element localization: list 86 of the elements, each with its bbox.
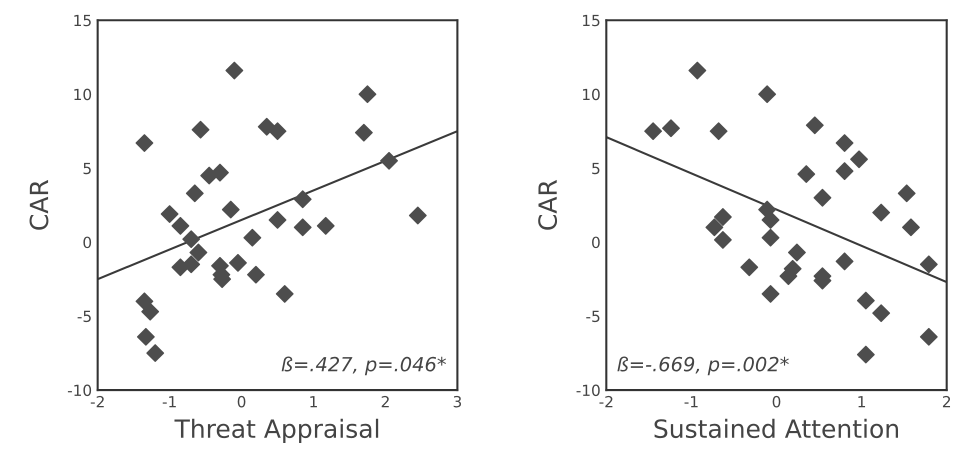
- x-tick-label: -1: [162, 396, 176, 408]
- point: [688, 62, 706, 80]
- x-tick-label: 0: [238, 396, 246, 408]
- point: [920, 328, 938, 346]
- point: [136, 292, 154, 310]
- point: [141, 302, 160, 321]
- point: [268, 122, 286, 140]
- point: [171, 216, 190, 235]
- point: [836, 162, 854, 180]
- point: [136, 134, 154, 152]
- y-tick-label: 10: [582, 88, 600, 100]
- x-axis-title: Threat Appraisal: [174, 418, 378, 443]
- y-tick-label: -10: [68, 384, 92, 396]
- point: [408, 206, 427, 224]
- point: [850, 150, 868, 168]
- y-tick-label: 15: [74, 14, 91, 26]
- point: [758, 85, 776, 104]
- point: [856, 346, 875, 364]
- point: [740, 258, 758, 276]
- point: [714, 208, 732, 226]
- point: [797, 165, 816, 184]
- point: [814, 188, 832, 207]
- x-tick-label: -1: [684, 396, 698, 408]
- point: [160, 205, 179, 223]
- point: [243, 228, 262, 247]
- point: [762, 285, 780, 303]
- x-tick-label: -2: [90, 396, 104, 408]
- x-tick-label: 1: [310, 396, 317, 408]
- y-tick-label: 15: [582, 14, 600, 26]
- point: [354, 124, 373, 142]
- x-tick-label: 1: [858, 396, 866, 408]
- x-axis-title: Sustained Attention: [654, 418, 898, 438]
- point: [294, 218, 312, 236]
- x-tick-label: 0: [772, 396, 780, 408]
- point: [762, 211, 780, 229]
- point: [836, 252, 854, 270]
- point: [920, 255, 938, 274]
- point: [211, 164, 229, 182]
- point: [182, 230, 200, 248]
- point: [788, 244, 806, 262]
- point: [258, 118, 276, 136]
- point: [380, 152, 398, 170]
- point: [294, 190, 312, 208]
- point: [358, 85, 376, 104]
- point: [705, 218, 724, 236]
- point: [806, 116, 824, 134]
- annotation: ß=-.669, p=.002*: [617, 356, 789, 376]
- y-tick-label: -5: [78, 310, 91, 322]
- x-tick-label: 2: [382, 396, 389, 408]
- point: [902, 218, 920, 236]
- y-tick-label: 5: [84, 162, 91, 174]
- point: [856, 292, 875, 310]
- y-tick-label: -5: [586, 310, 600, 322]
- y-tick-label: 0: [83, 236, 92, 248]
- x-tick-label: 2: [942, 396, 950, 408]
- point: [316, 216, 335, 235]
- point: [836, 134, 854, 152]
- point: [225, 62, 244, 80]
- y-tick-label: 10: [74, 88, 92, 100]
- point: [714, 231, 732, 249]
- point: [192, 120, 210, 139]
- point: [662, 119, 680, 138]
- point: [146, 344, 164, 362]
- point: [898, 184, 916, 202]
- point: [872, 204, 890, 222]
- point: [182, 255, 200, 274]
- y-tick-label: 0: [592, 236, 600, 248]
- annotation: ß=.427, p=.046*: [282, 356, 446, 376]
- point: [762, 228, 780, 247]
- point: [268, 211, 286, 229]
- point: [276, 285, 294, 303]
- x-tick-label: -2: [599, 396, 612, 408]
- point: [644, 122, 662, 140]
- point: [222, 200, 240, 219]
- point: [229, 254, 247, 272]
- point: [186, 184, 204, 202]
- y-axis-title: CAR: [30, 180, 48, 230]
- y-tick-label: 5: [592, 162, 600, 174]
- point: [136, 328, 155, 346]
- point: [247, 266, 265, 284]
- point: [710, 122, 728, 140]
- point: [189, 244, 208, 262]
- point: [872, 304, 890, 322]
- y-axis-title: CAR: [538, 180, 558, 230]
- y-tick-label: -10: [576, 384, 600, 396]
- x-tick-label: 3: [454, 396, 462, 408]
